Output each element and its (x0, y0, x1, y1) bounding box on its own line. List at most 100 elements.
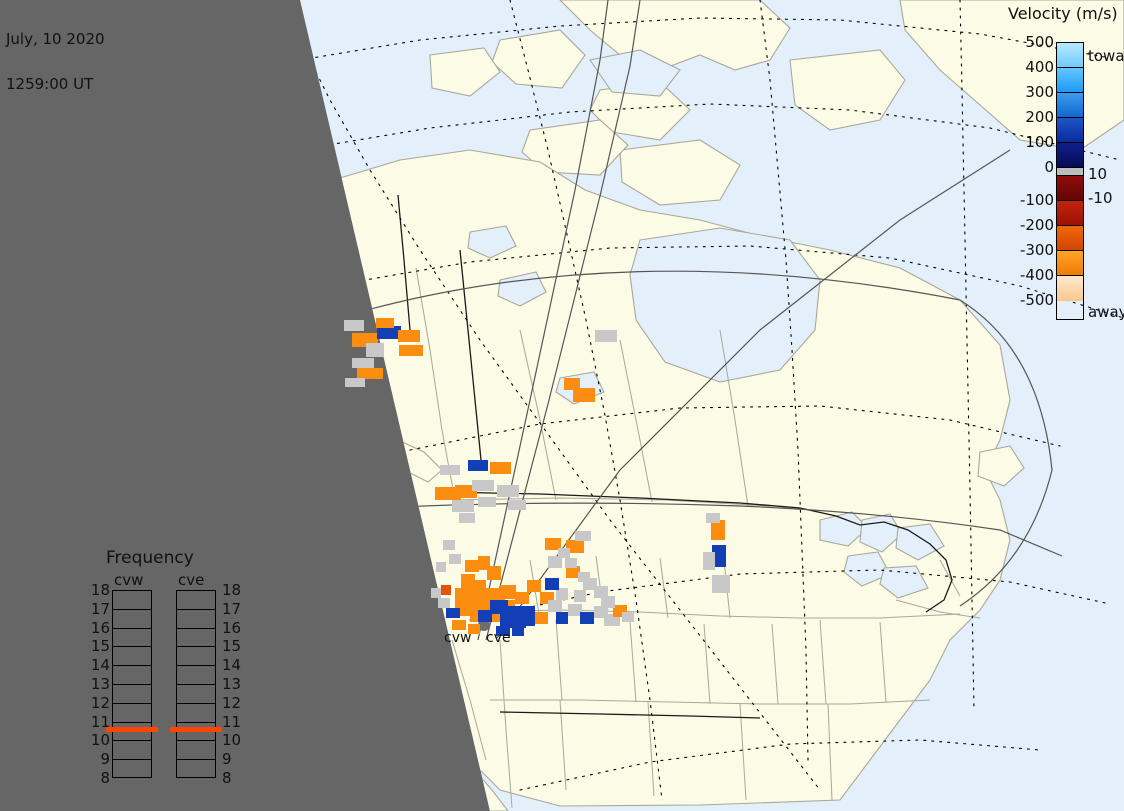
radar-cell (558, 548, 570, 558)
radar-cell (622, 612, 634, 622)
frequency-column-header-cve: cve (178, 571, 205, 589)
frequency-label-right-9: 9 (222, 750, 232, 769)
radar-cell (478, 610, 492, 622)
frequency-cell-cvw-1 (113, 610, 151, 629)
velocity-band-neg-4 (1057, 276, 1083, 301)
radar-cell (711, 520, 725, 540)
velocity-tick-neg400: -400 (1019, 266, 1054, 284)
velocity-tick-neg500: -500 (1019, 291, 1054, 309)
radar-cell (556, 612, 568, 624)
frequency-cell-cve-1 (177, 610, 215, 629)
radar-cell (594, 586, 608, 598)
velocity-tick-0: 0 (1044, 158, 1054, 176)
radar-cell (565, 558, 577, 568)
radar-cell (548, 600, 562, 612)
timestamp-block: July, 10 2020 1259:00 UT (6, 2, 105, 122)
frequency-cell-cve-8 (177, 741, 215, 761)
frequency-legend: Frequency cvw cve 18 18 17 17 16 16 15 15 14 14 13… (84, 548, 264, 787)
radar-cell (490, 600, 508, 614)
frequency-label-left-8: 8 (100, 769, 110, 787)
radar-cell (564, 378, 580, 390)
frequency-bar-cvw (112, 590, 152, 778)
velocity-tick-500: 500 (1025, 33, 1054, 51)
frequency-label-right-11: 11 (222, 712, 242, 731)
velocity-tick-400: 400 (1025, 58, 1054, 76)
radar-cell (496, 626, 510, 636)
radar-cell (478, 497, 496, 507)
map-body (300, 0, 1124, 811)
radar-cell (515, 592, 529, 604)
radar-cell (449, 554, 461, 564)
frequency-label-right-16: 16 (222, 618, 242, 637)
frequency-cell-cvw-7 (113, 723, 151, 742)
geomagnetic-grid (300, 0, 1124, 801)
frequency-label-left-15: 15 (90, 637, 110, 656)
frequency-label-right-17: 17 (222, 599, 242, 618)
inland-water (467, 49, 945, 599)
radar-cell (438, 598, 450, 608)
frequency-label-right-15: 15 (222, 637, 242, 656)
frequency-marker-cve (170, 726, 222, 732)
frequency-cell-cve-0 (177, 591, 215, 610)
radar-cell (545, 578, 559, 590)
frequency-label-left-11: 11 (90, 712, 110, 731)
velocity-band-pos-0 (1057, 43, 1083, 68)
radar-cell (459, 513, 475, 523)
subnational-borders (415, 267, 981, 809)
frequency-cell-cvw-6 (113, 704, 151, 723)
frequency-label-left-16: 16 (90, 618, 110, 637)
velocity-band-pos-4 (1057, 143, 1083, 168)
radar-cell (435, 487, 461, 500)
frequency-label-right-13: 13 (222, 675, 242, 693)
radar-cell (604, 614, 620, 626)
frequency-label-left-13: 13 (90, 675, 110, 693)
radar-cell (344, 320, 364, 331)
radar-cell (578, 572, 590, 582)
velocity-tick-neg200: -200 (1019, 216, 1054, 234)
frequency-cell-cve-5 (177, 685, 215, 704)
radar-cell (706, 513, 720, 523)
frequency-cell-cve-7 (177, 723, 215, 742)
frequency-label-left-14: 14 (90, 656, 110, 675)
radar-cell (545, 538, 561, 550)
velocity-tick-200: 200 (1025, 108, 1054, 126)
velocity-tick-neg300: -300 (1019, 241, 1054, 259)
velocity-band-neg-2 (1057, 226, 1083, 251)
velocity-tick-neg100: -100 (1019, 191, 1054, 209)
radar-cell (465, 560, 479, 572)
velocity-band-neg-0 (1057, 176, 1083, 201)
frequency-label-right-12: 12 (222, 693, 242, 712)
radar-cell (566, 566, 580, 578)
radar-cell (568, 604, 582, 616)
radar-cell (500, 614, 526, 628)
radar-cell (398, 330, 420, 342)
velocity-legend: Velocity (m/s) 500 400 300 200 100 0 -100 -200 -… (1000, 2, 1124, 332)
frequency-label-left-10: 10 (90, 731, 110, 750)
frequency-cell-cve-3 (177, 647, 215, 667)
radar-cell (441, 585, 451, 595)
radar-cell (472, 480, 494, 491)
velocity-band-pos-2 (1057, 93, 1083, 118)
radar-cell (431, 588, 441, 598)
frequency-cell-cvw-2 (113, 629, 151, 648)
frequency-bar-cve (176, 590, 216, 778)
radar-cell (556, 588, 568, 600)
radar-cell (455, 485, 477, 498)
frequency-label-right-18: 18 (222, 581, 242, 599)
frequency-legend-title: Frequency (106, 548, 194, 568)
frequency-label-left-12: 12 (90, 693, 110, 712)
radar-cell (601, 596, 615, 608)
radar-cell (566, 540, 584, 553)
radar-cell (575, 531, 591, 541)
velocity-band-neutral (1057, 168, 1083, 176)
radar-cell (527, 580, 541, 592)
velocity-legend-title: Velocity (m/s) (1008, 4, 1118, 23)
radar-cell (452, 500, 474, 512)
frequency-cell-cve-2 (177, 629, 215, 648)
velocity-inner-upper-label: 10 (1088, 165, 1108, 183)
frequency-cell-cve-6 (177, 704, 215, 723)
frequency-label-right-14: 14 (222, 656, 242, 675)
frequency-cell-cvw-9 (113, 760, 151, 779)
